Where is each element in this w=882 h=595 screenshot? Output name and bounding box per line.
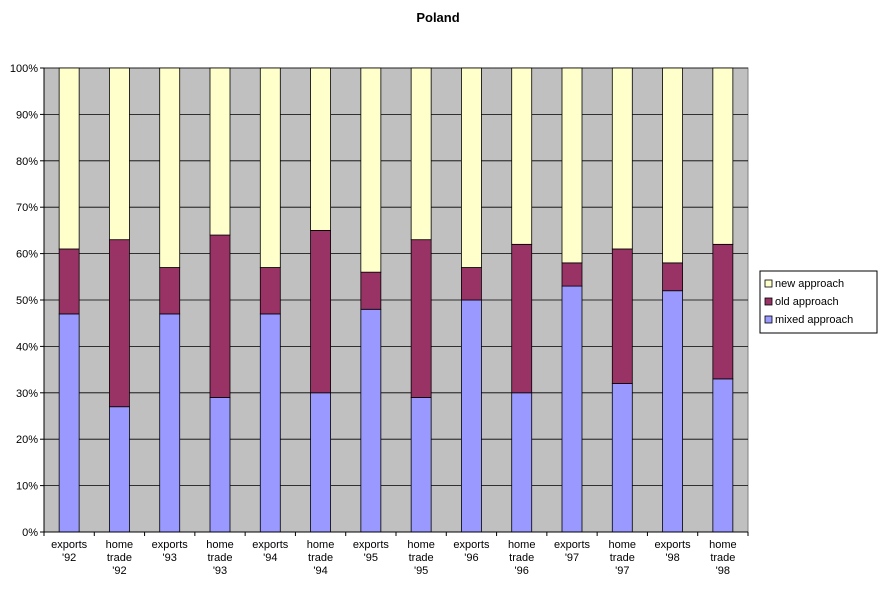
x-category-label: home trade '92 [106, 539, 134, 577]
y-tick-label: 0% [22, 527, 38, 539]
bar-segment-new-approach [360, 67, 382, 273]
x-category-label: home trade '94 [307, 539, 335, 577]
legend-box [759, 270, 878, 334]
y-tick-label: 100% [10, 63, 38, 75]
bar-segment-new-approach [561, 67, 583, 264]
bar-segment-old-approach [611, 248, 633, 384]
bar-segment-mixed-approach [511, 392, 533, 533]
bar-segment-old-approach [461, 267, 482, 301]
bar-segment-mixed-approach [561, 285, 583, 533]
bar-segment-old-approach [561, 262, 583, 287]
bar-segment-old-approach [511, 243, 533, 394]
y-tick-label: 70% [16, 202, 38, 214]
legend-label: old approach [775, 296, 839, 308]
bar-segment-mixed-approach [410, 397, 432, 533]
x-category-label: home trade '95 [407, 539, 435, 577]
bar-segment-mixed-approach [159, 313, 181, 533]
y-tick-label: 90% [16, 109, 38, 121]
x-category-label: home trade '97 [609, 539, 637, 577]
y-tick-label: 20% [16, 434, 38, 446]
legend-swatch [764, 279, 773, 288]
bar-segment-old-approach [662, 262, 683, 292]
bar-segment-new-approach [712, 67, 734, 245]
x-category-label: exports '97 [554, 539, 591, 564]
x-category-label: exports '96 [453, 539, 490, 564]
x-category-label: exports '94 [252, 539, 289, 564]
chart-title: Poland [416, 10, 459, 25]
bar-segment-mixed-approach [209, 397, 231, 533]
bar-segment-old-approach [410, 239, 432, 398]
bar-segment-mixed-approach [461, 299, 482, 533]
legend-swatch [764, 297, 773, 306]
bar-segment-new-approach [461, 67, 482, 268]
bar-segment-new-approach [310, 67, 331, 231]
x-category-label: home trade '96 [508, 539, 536, 577]
legend-swatch [764, 315, 773, 324]
y-tick-label: 10% [16, 481, 38, 493]
bar-segment-mixed-approach [109, 406, 130, 533]
bar-segment-new-approach [58, 67, 80, 250]
bar-segment-mixed-approach [360, 308, 382, 533]
bar-segment-mixed-approach [662, 290, 683, 533]
bar-segment-new-approach [259, 67, 281, 268]
bar-segment-old-approach [209, 234, 231, 398]
x-category-label: home trade '93 [206, 539, 234, 577]
bar-segment-old-approach [360, 271, 382, 310]
y-tick-label: 80% [16, 156, 38, 168]
x-category-label: exports '98 [655, 539, 692, 564]
legend-label: mixed approach [775, 314, 853, 326]
x-category-label: exports '95 [353, 539, 390, 564]
bar-segment-new-approach [109, 67, 130, 241]
legend: new approach old approach mixed approach [759, 270, 878, 334]
x-category-label: exports '92 [51, 539, 88, 564]
bar-segment-old-approach [259, 267, 281, 315]
x-category-label: home trade '98 [709, 539, 737, 577]
bar-segment-new-approach [410, 67, 432, 241]
bar-segment-old-approach [310, 229, 331, 394]
bar-segment-mixed-approach [712, 378, 734, 533]
bar-segment-mixed-approach [310, 392, 331, 533]
bar-segment-mixed-approach [259, 313, 281, 533]
y-tick-label: 40% [16, 341, 38, 353]
bar-segment-new-approach [662, 67, 683, 264]
legend-label: new approach [775, 278, 844, 290]
bar-segment-new-approach [511, 67, 533, 245]
y-tick-label: 50% [16, 295, 38, 307]
bar-segment-mixed-approach [58, 313, 80, 533]
bar-segment-new-approach [611, 67, 633, 250]
bar-segment-new-approach [159, 67, 181, 268]
bar-segment-old-approach [712, 243, 734, 380]
bar-segment-new-approach [209, 67, 231, 236]
bar-segment-mixed-approach [611, 383, 633, 533]
y-tick-label: 30% [16, 388, 38, 400]
x-category-label: exports '93 [152, 539, 189, 564]
bar-segment-old-approach [109, 239, 130, 408]
y-tick-label: 60% [16, 249, 38, 261]
bar-segment-old-approach [58, 248, 80, 315]
bar-segment-old-approach [159, 267, 181, 315]
